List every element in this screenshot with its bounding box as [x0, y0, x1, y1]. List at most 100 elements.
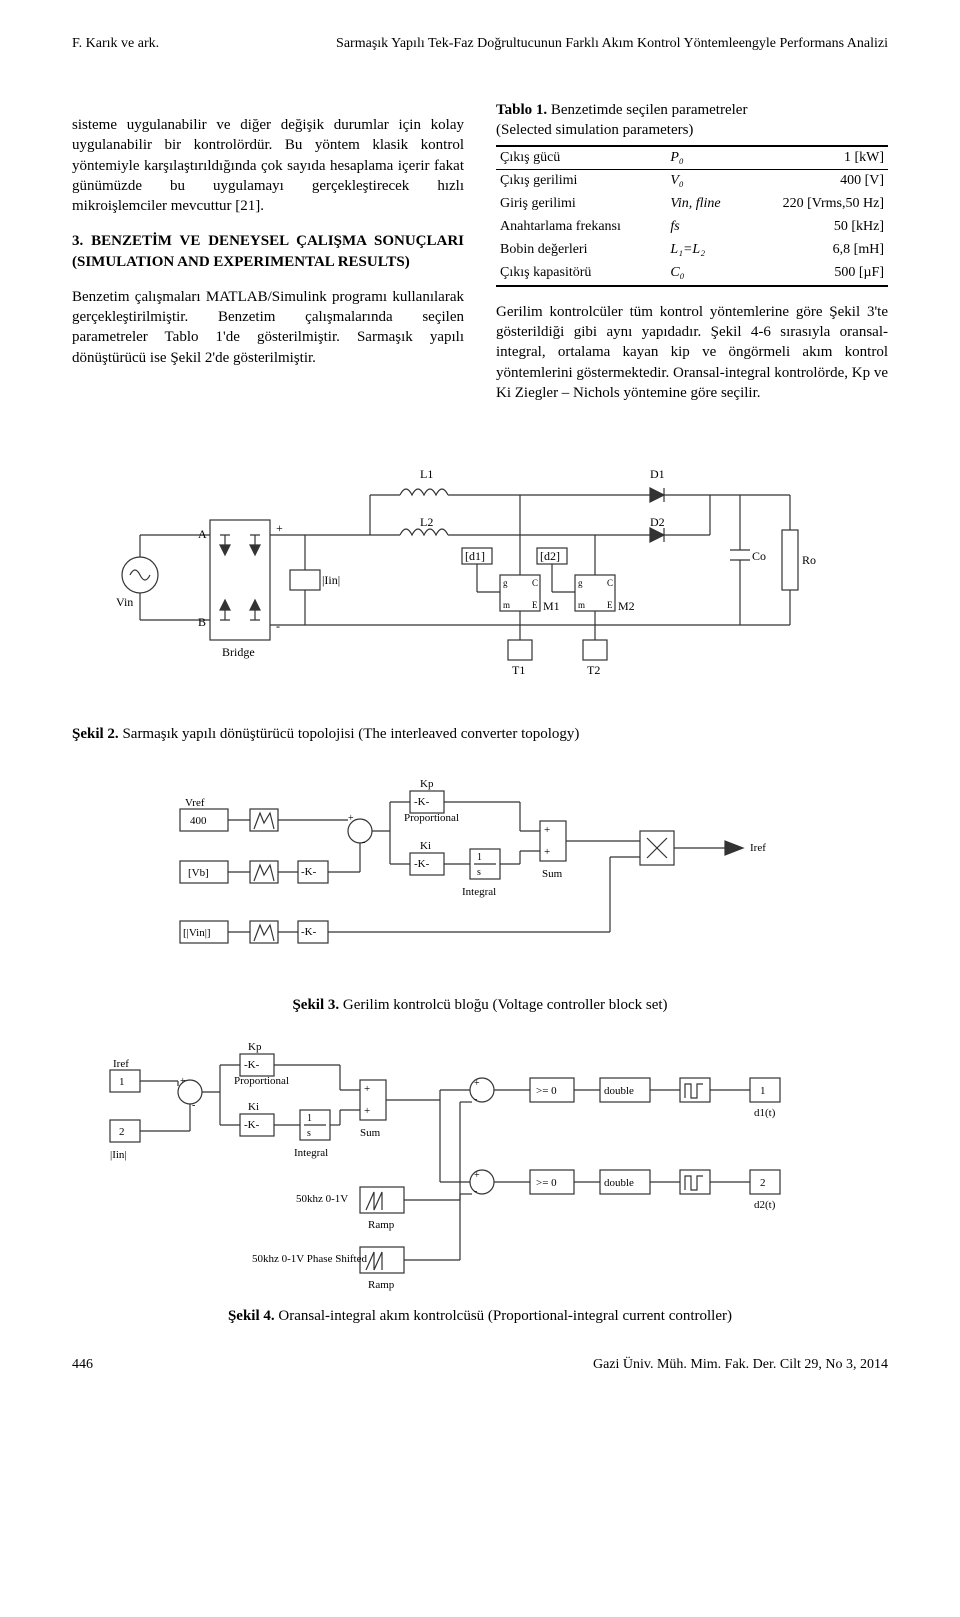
param-symbol: fs: [666, 216, 743, 239]
svg-text:|Iin|: |Iin|: [322, 573, 340, 587]
svg-text:g: g: [503, 578, 508, 588]
svg-text:D2: D2: [650, 515, 665, 529]
table-row: Bobin değerleriL₁=L₂6,8 [mH]: [496, 239, 888, 262]
param-symbol: L₁=L₂: [666, 239, 743, 262]
left-paragraph-2: Benzetim çalışmaları MATLAB/Simulink pro…: [72, 287, 464, 368]
svg-text:-: -: [362, 837, 365, 848]
svg-text:-: -: [192, 1100, 195, 1111]
table-1: Çıkış gücüP₀1 [kW]Çıkış gerilimiV₀400 [V…: [496, 145, 888, 287]
left-paragraph-1: sisteme uygulanabilir ve diğer değişik d…: [72, 115, 464, 216]
svg-text:+: +: [544, 824, 550, 836]
svg-text:Sum: Sum: [360, 1127, 381, 1139]
fig3-caption-bold: Şekil 3.: [292, 997, 339, 1013]
svg-text:2: 2: [119, 1126, 125, 1138]
svg-text:s: s: [477, 867, 481, 878]
figure-4: Iref 1 2 |Iin| Kp -K- Proportional Ki -K…: [72, 1042, 888, 1302]
svg-text:Proportional: Proportional: [404, 812, 459, 824]
svg-text:-: -: [474, 1186, 477, 1197]
param-name: Çıkış gerilimi: [496, 170, 666, 193]
svg-text:50khz 0-1V Phase Shifted: 50khz 0-1V Phase Shifted: [252, 1253, 367, 1265]
svg-text:Bridge: Bridge: [222, 645, 255, 659]
svg-text:-K-: -K-: [301, 866, 317, 878]
figure-3-svg: Vref 400 [Vb] [|Vin|] Kp -K- Proportiona…: [170, 771, 790, 991]
fig3-caption-rest: Gerilim kontrolcü bloğu (Voltage control…: [339, 997, 667, 1013]
svg-text:T2: T2: [587, 663, 600, 677]
svg-text:C: C: [532, 578, 538, 588]
svg-text:E: E: [607, 600, 613, 610]
svg-text:L2: L2: [420, 515, 433, 529]
svg-text:m: m: [578, 600, 585, 610]
svg-text:|Iin|: |Iin|: [110, 1149, 127, 1161]
svg-text:1: 1: [760, 1085, 766, 1097]
left-column: sisteme uygulanabilir ve diğer değişik d…: [72, 100, 464, 418]
param-value: 220 [Vrms,50 Hz]: [743, 193, 888, 216]
svg-text:[Vb]: [Vb]: [188, 867, 209, 879]
svg-text:Ki: Ki: [248, 1101, 259, 1113]
svg-text:2: 2: [760, 1177, 766, 1189]
svg-text:+: +: [276, 521, 283, 535]
fig4-caption-rest: Oransal-integral akım kontrolcüsü (Propo…: [275, 1308, 732, 1324]
param-symbol: P₀: [666, 146, 743, 170]
svg-text:1: 1: [477, 852, 482, 863]
footer-page: 446: [72, 1357, 93, 1373]
figure-2: L1 L2 D1 D2 [d1] [d2] M1 M2 T1 T2 Vin |I…: [72, 430, 888, 720]
param-name: Anahtarlama frekansı: [496, 216, 666, 239]
svg-text:-K-: -K-: [244, 1059, 260, 1071]
footer: 446 Gazi Üniv. Müh. Mim. Fak. Der. Cilt …: [72, 1357, 888, 1373]
table-row: Çıkış kapasitörüC₀500 [µF]: [496, 262, 888, 286]
svg-text:[|Vin|]: [|Vin|]: [183, 927, 211, 939]
table-1-title: Tablo 1. Benzetimde seçilen parametreler…: [496, 100, 888, 141]
section-3-title: 3. BENZETİM VE DENEYSEL ÇALIŞMA SONUÇLAR…: [72, 231, 464, 272]
table-1-title-rest: Benzetimde seçilen parametreler: [547, 102, 747, 118]
header-left: F. Karık ve ark.: [72, 36, 159, 52]
svg-text:Vref: Vref: [185, 797, 205, 809]
svg-text:double: double: [604, 1085, 634, 1097]
svg-text:>= 0: >= 0: [536, 1177, 557, 1189]
svg-text:50khz 0-1V: 50khz 0-1V: [296, 1193, 348, 1205]
svg-text:g: g: [578, 578, 583, 588]
two-column-body: sisteme uygulanabilir ve diğer değişik d…: [72, 100, 888, 418]
svg-text:Iref: Iref: [750, 842, 766, 854]
svg-text:-K-: -K-: [414, 796, 430, 808]
figure-3: Vref 400 [Vb] [|Vin|] Kp -K- Proportiona…: [72, 771, 888, 991]
svg-text:Integral: Integral: [462, 886, 496, 898]
svg-text:Sum: Sum: [542, 868, 563, 880]
param-symbol: C₀: [666, 262, 743, 286]
svg-text:Co: Co: [752, 549, 766, 563]
svg-text:+: +: [180, 1076, 186, 1087]
svg-text:Ramp: Ramp: [368, 1219, 395, 1231]
svg-text:[d2]: [d2]: [540, 549, 560, 563]
table-1-title-bold: Tablo 1.: [496, 102, 547, 118]
svg-text:double: double: [604, 1177, 634, 1189]
svg-text:+: +: [474, 1078, 480, 1089]
svg-text:+: +: [348, 813, 354, 824]
svg-text:-K-: -K-: [301, 926, 317, 938]
svg-text:400: 400: [190, 815, 207, 827]
svg-text:+: +: [364, 1083, 370, 1095]
svg-text:s: s: [307, 1128, 311, 1139]
figure-3-caption: Şekil 3. Gerilim kontrolcü bloğu (Voltag…: [72, 997, 888, 1014]
param-value: 500 [µF]: [743, 262, 888, 286]
svg-text:L1: L1: [420, 467, 433, 481]
table-row: Çıkış gücüP₀1 [kW]: [496, 146, 888, 170]
figure-4-caption: Şekil 4. Oransal-integral akım kontrolcü…: [72, 1308, 888, 1325]
svg-text:1: 1: [119, 1076, 125, 1088]
table-1-subtitle: (Selected simulation parameters): [496, 122, 693, 138]
param-value: 1 [kW]: [743, 146, 888, 170]
figure-2-svg: L1 L2 D1 D2 [d1] [d2] M1 M2 T1 T2 Vin |I…: [90, 430, 870, 720]
svg-text:+: +: [364, 1105, 370, 1117]
svg-text:-: -: [474, 1094, 477, 1105]
svg-text:d1(t): d1(t): [754, 1107, 776, 1119]
svg-text:M2: M2: [618, 599, 635, 613]
table-row: Anahtarlama frekansıfs50 [kHz]: [496, 216, 888, 239]
param-value: 50 [kHz]: [743, 216, 888, 239]
footer-journal: Gazi Üniv. Müh. Mim. Fak. Der. Cilt 29, …: [593, 1357, 888, 1373]
param-name: Bobin değerleri: [496, 239, 666, 262]
svg-text:Ro: Ro: [802, 553, 816, 567]
svg-text:-K-: -K-: [414, 858, 430, 870]
svg-text:Ki: Ki: [420, 840, 431, 852]
svg-text:d2(t): d2(t): [754, 1199, 776, 1211]
svg-text:Integral: Integral: [294, 1147, 328, 1159]
fig2-caption-rest: Sarmaşık yapılı dönüştürücü topolojisi (…: [119, 726, 580, 742]
param-name: Çıkış gücü: [496, 146, 666, 170]
